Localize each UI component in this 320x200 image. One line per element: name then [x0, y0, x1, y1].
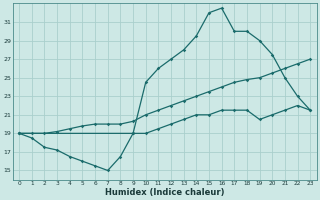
X-axis label: Humidex (Indice chaleur): Humidex (Indice chaleur) [105, 188, 224, 197]
